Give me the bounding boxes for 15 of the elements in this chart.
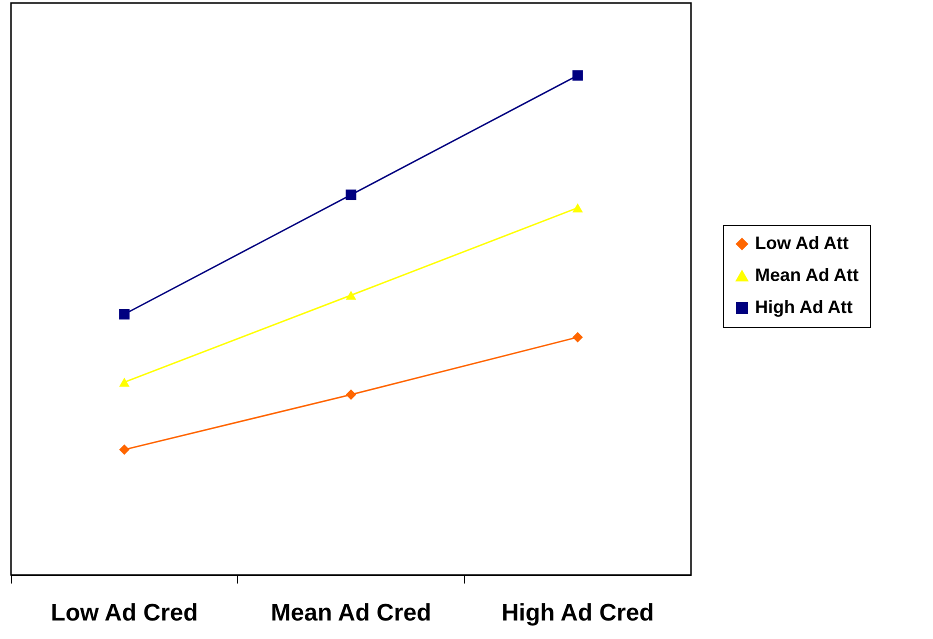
point [346,389,356,400]
point [119,378,130,387]
point [572,70,583,81]
point [119,308,130,320]
x-tick-label: Low Ad Cred [50,600,198,626]
point [119,444,130,455]
legend-label: High Ad Att [755,297,853,317]
point [346,290,356,300]
legend-label: Mean Ad Att [755,265,859,285]
point [572,203,583,212]
x-tick-label: Mean Ad Cred [270,600,432,626]
x-tick-label: High Ad Cred [501,600,654,626]
point [572,332,583,342]
legend-label: Low Ad Att [755,233,849,253]
point [346,190,356,200]
